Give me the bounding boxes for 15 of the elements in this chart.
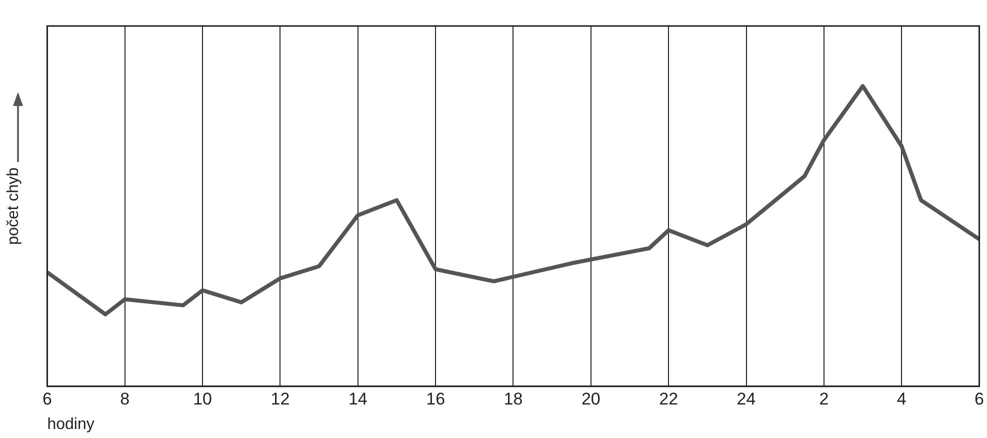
x-tick-label: 2 — [819, 389, 829, 408]
x-tick-label: 14 — [348, 389, 368, 408]
x-tick-label: 22 — [659, 389, 678, 408]
x-tick-label: 12 — [270, 389, 290, 408]
x-tick-label: 6 — [42, 389, 52, 408]
x-tick-label: 10 — [193, 389, 212, 408]
x-tick-label: 4 — [896, 389, 906, 408]
x-tick-label: 8 — [120, 389, 130, 408]
x-tick-label: 16 — [426, 389, 446, 408]
x-tick-label: 24 — [736, 389, 756, 408]
x-axis-title: hodiny — [47, 416, 94, 433]
y-axis-title: počet chyb — [5, 167, 22, 245]
x-tick-label: 20 — [581, 389, 600, 408]
x-tick-label: 18 — [504, 389, 523, 408]
x-tick-label: 6 — [974, 389, 984, 408]
